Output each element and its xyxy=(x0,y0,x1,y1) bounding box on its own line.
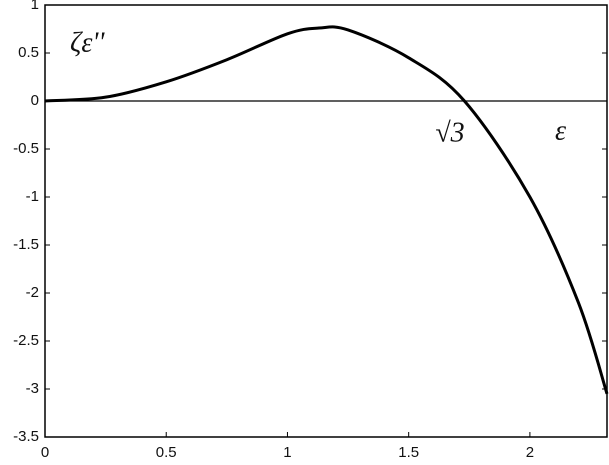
x-tick-label: 0.5 xyxy=(156,444,177,461)
curve xyxy=(44,25,609,395)
x-tick-label: 0 xyxy=(41,444,49,461)
x-tick-label: 2 xyxy=(526,444,534,461)
y-tick-label: 1 xyxy=(31,0,39,13)
annotation: √3 xyxy=(435,117,464,148)
plot-frame xyxy=(44,4,608,438)
y-axis-label: ζε'' xyxy=(70,27,105,58)
y-tick-label: 0 xyxy=(31,92,39,109)
x-tick-label: 1.5 xyxy=(398,444,419,461)
y-tick-label: -0.5 xyxy=(13,140,39,157)
x-tick-label: 1 xyxy=(283,444,291,461)
y-tick-label: 0.5 xyxy=(18,44,39,61)
y-tick-label: -1 xyxy=(26,188,39,205)
y-tick-label: -2.5 xyxy=(13,332,39,349)
x-axis-label: ε xyxy=(555,115,566,146)
y-tick-label: -1.5 xyxy=(13,236,39,253)
y-tick-label: -3 xyxy=(26,380,39,397)
y-tick-label: -3.5 xyxy=(13,428,39,445)
y-tick-label: -2 xyxy=(26,284,39,301)
